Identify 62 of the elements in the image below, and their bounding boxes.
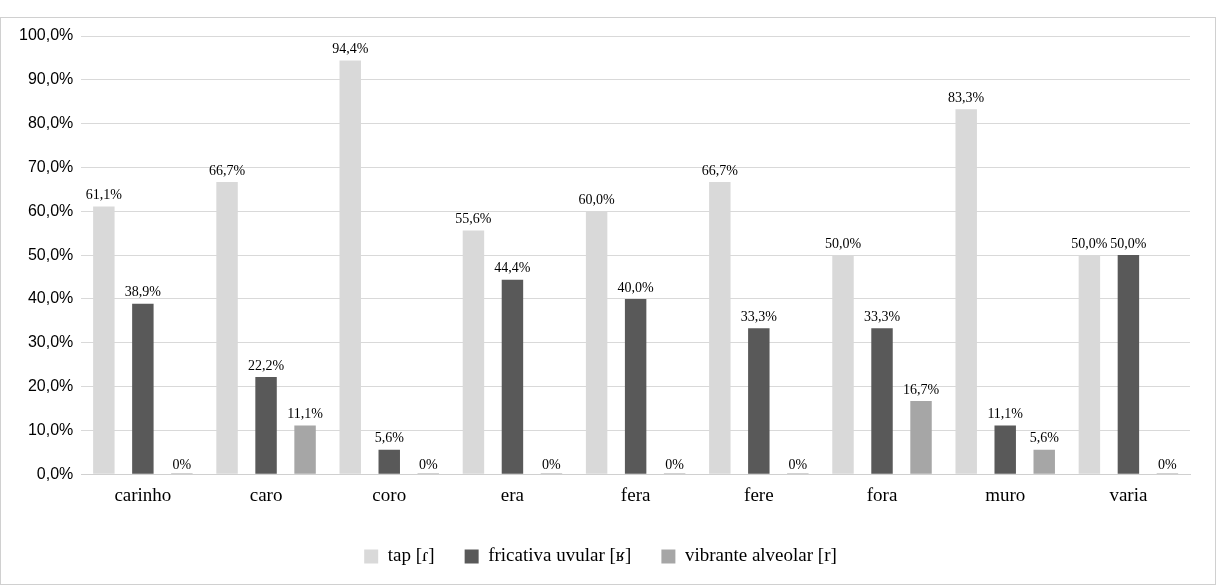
x-tick-label: fora <box>866 483 898 505</box>
x-tick-label: era <box>500 483 525 505</box>
bar <box>624 298 647 474</box>
data-label: 50,0% <box>824 235 862 251</box>
data-label: 83,3% <box>948 89 985 105</box>
data-label: 16,7% <box>902 381 940 397</box>
data-label: 22,2% <box>247 357 285 373</box>
x-tick-label: fera <box>620 483 651 505</box>
bar <box>378 449 400 474</box>
data-label: 5,6% <box>1029 430 1060 446</box>
legend-label: fricativa uvular [ʁ] <box>488 544 632 566</box>
data-label: 33,3% <box>863 308 901 324</box>
y-tick-label: 0,0% <box>36 464 74 482</box>
bar <box>1033 449 1055 474</box>
x-tick-label: varia <box>1109 483 1148 505</box>
y-tick-label: 30,0% <box>27 333 74 351</box>
x-tick-label: coro <box>372 483 407 505</box>
bar <box>294 425 316 474</box>
y-tick-label: 100,0% <box>19 26 74 44</box>
bar <box>132 303 154 474</box>
legend-label: tap [ɾ] <box>387 544 435 566</box>
data-label: 44,4% <box>494 260 531 276</box>
data-label: 11,1% <box>287 406 324 422</box>
data-label: 33,3% <box>740 308 778 324</box>
data-label: 40,0% <box>617 279 655 295</box>
data-label: 66,7% <box>701 162 739 178</box>
data-label: 0% <box>172 456 192 472</box>
x-tick-label: caro <box>249 483 283 505</box>
y-tick-label: 50,0% <box>27 245 74 263</box>
data-label: 60,0% <box>578 191 616 207</box>
data-label: 5,6% <box>374 430 405 446</box>
bar <box>910 401 932 474</box>
y-tick-label: 80,0% <box>27 114 74 132</box>
data-label: 50,0% <box>1110 235 1147 251</box>
data-label: 94,4% <box>332 41 369 57</box>
data-label: 50,0% <box>1071 235 1108 251</box>
y-tick-label: 10,0% <box>27 420 74 438</box>
bar <box>748 328 770 474</box>
bar <box>871 328 893 474</box>
y-tick-label: 60,0% <box>27 201 74 219</box>
legend-label: vibrante alveolar [r] <box>684 544 837 566</box>
data-label: 0% <box>418 456 438 472</box>
data-label: 61,1% <box>85 187 123 203</box>
bar <box>994 425 1016 474</box>
bar <box>255 376 277 474</box>
data-label: 55,6% <box>455 211 492 227</box>
y-tick-label: 40,0% <box>27 289 74 307</box>
data-label: 66,7% <box>208 162 246 178</box>
bar <box>1117 255 1140 474</box>
x-tick-label: carinho <box>114 483 172 505</box>
x-tick-label: fere <box>744 483 774 505</box>
data-label: 11,1% <box>987 406 1024 422</box>
bar <box>501 279 524 474</box>
x-tick-label: muro <box>985 483 1026 505</box>
data-label: 38,9% <box>124 284 162 300</box>
y-tick-label: 90,0% <box>27 70 74 88</box>
data-label: 0% <box>665 456 685 472</box>
y-tick-label: 20,0% <box>27 376 74 394</box>
y-tick-label: 70,0% <box>27 157 74 175</box>
data-label: 0% <box>542 456 562 472</box>
data-label: 0% <box>788 456 808 472</box>
data-label: 0% <box>1158 456 1178 472</box>
